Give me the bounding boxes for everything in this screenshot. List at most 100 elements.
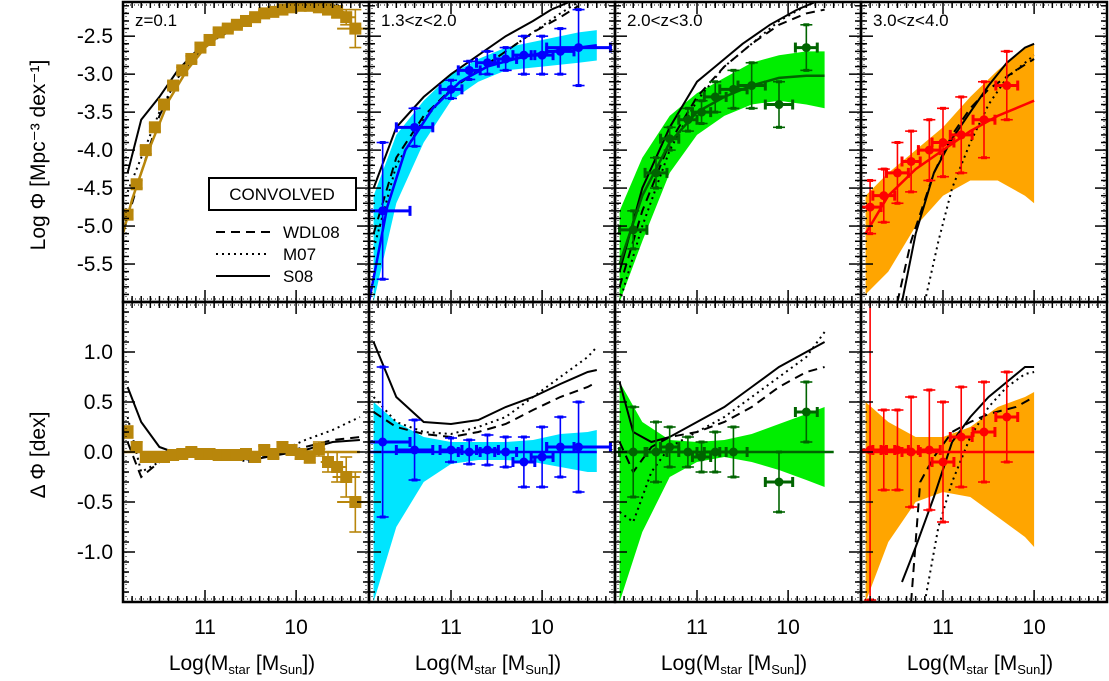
s08-model-curve <box>372 341 598 426</box>
data-marker <box>303 2 316 12</box>
panel-1-bottom <box>123 386 369 533</box>
data-marker <box>221 22 234 35</box>
data-point <box>267 448 280 460</box>
panel-label: 1.3<z<2.0 <box>381 11 457 30</box>
data-marker <box>185 52 198 65</box>
data-marker <box>123 208 134 221</box>
data-marker <box>519 457 529 467</box>
x-tick-label: 11 <box>194 616 216 639</box>
data-point <box>394 418 435 482</box>
data-marker <box>340 11 353 24</box>
legend-label: M07 <box>283 245 316 264</box>
data-marker <box>924 145 934 155</box>
x-tick-label: 10 <box>530 616 553 639</box>
panel-inner-border <box>617 4 859 300</box>
data-marker <box>221 449 234 461</box>
data-marker <box>194 448 207 460</box>
panel-4-bottom <box>861 302 1035 602</box>
data-marker <box>979 427 989 437</box>
y-tick-label: -4.0 <box>77 139 113 162</box>
data-marker <box>879 191 889 201</box>
x-axis-title-part: Log(M <box>661 652 721 675</box>
data-marker <box>331 5 344 18</box>
x-axis-title-part: [M <box>742 652 771 675</box>
x-axis-title: Log(Mstar [MSun]) <box>907 652 1053 677</box>
data-marker <box>628 225 638 235</box>
data-point <box>456 438 482 466</box>
panel-3-bottom <box>615 331 834 602</box>
legend-label: WDL08 <box>283 223 340 242</box>
x-tick-label: 10 <box>284 616 307 639</box>
bottom-y-axis-title: Δ Φ [dex] <box>27 412 50 499</box>
data-marker <box>276 3 289 16</box>
data-marker <box>774 100 784 110</box>
data-marker <box>294 2 307 12</box>
data-marker <box>378 437 388 447</box>
data-marker <box>312 2 325 14</box>
data-marker <box>167 449 180 461</box>
x-axis-title-part: Log(M <box>907 652 967 675</box>
data-point <box>659 125 681 152</box>
data-point <box>276 441 289 453</box>
data-point <box>659 425 681 469</box>
data-marker <box>130 441 143 453</box>
data-point <box>545 400 612 494</box>
data-point <box>916 388 942 512</box>
data-point <box>240 14 252 27</box>
x-tick-label: 11 <box>932 616 954 639</box>
data-point <box>793 380 819 444</box>
panel-inner-border <box>863 4 1105 300</box>
data-point <box>148 451 161 463</box>
wdl08-model-curve <box>910 396 1035 602</box>
x-axis-title-part: star <box>474 662 496 677</box>
data-marker <box>938 457 948 467</box>
panel-2-top <box>369 2 612 302</box>
data-marker <box>801 407 811 417</box>
wdl08-model-curve <box>373 381 598 439</box>
data-point <box>736 61 767 110</box>
panel-frame <box>121 0 371 304</box>
data-marker <box>230 449 243 461</box>
y-tick-label: 0.0 <box>84 441 113 464</box>
data-marker <box>294 448 307 460</box>
x-tick-label: 11 <box>686 616 708 639</box>
panel-label: 3.0<z<4.0 <box>873 11 949 30</box>
data-marker <box>446 84 456 94</box>
data-point <box>885 141 910 205</box>
data-point <box>763 450 795 514</box>
x-axis-title-part: [M <box>496 652 525 675</box>
s08-model-curve <box>618 2 816 272</box>
data-point <box>230 18 243 31</box>
data-marker <box>340 471 353 483</box>
data-marker <box>501 447 511 457</box>
x-axis-title-part: ]) <box>1040 652 1053 675</box>
s08-model-curve <box>901 366 1035 583</box>
data-marker <box>892 168 902 178</box>
data-marker <box>378 206 388 216</box>
data-marker <box>276 441 289 453</box>
data-point <box>690 99 713 126</box>
y-tick-label: -4.5 <box>77 177 113 200</box>
data-marker <box>938 138 948 148</box>
data-point <box>185 52 198 65</box>
data-point <box>618 209 649 251</box>
m07-model-curve <box>923 371 1035 602</box>
data-point <box>312 441 326 457</box>
x-axis-title-part: star <box>966 662 988 677</box>
best-fit-curve <box>864 99 1035 235</box>
data-point <box>529 34 555 76</box>
data-marker <box>185 446 198 458</box>
legend-title: CONVOLVED <box>229 185 335 204</box>
data-point <box>861 178 883 236</box>
data-marker <box>501 54 511 64</box>
y-tick-label: 1.0 <box>84 341 113 364</box>
data-marker <box>906 447 916 457</box>
data-marker <box>683 115 693 125</box>
data-marker <box>194 41 207 54</box>
data-marker <box>446 445 456 455</box>
data-marker <box>285 2 298 14</box>
data-point <box>900 129 922 194</box>
confidence-band <box>373 402 597 602</box>
x-axis-title-part: ]) <box>794 652 807 675</box>
data-point <box>916 118 942 182</box>
